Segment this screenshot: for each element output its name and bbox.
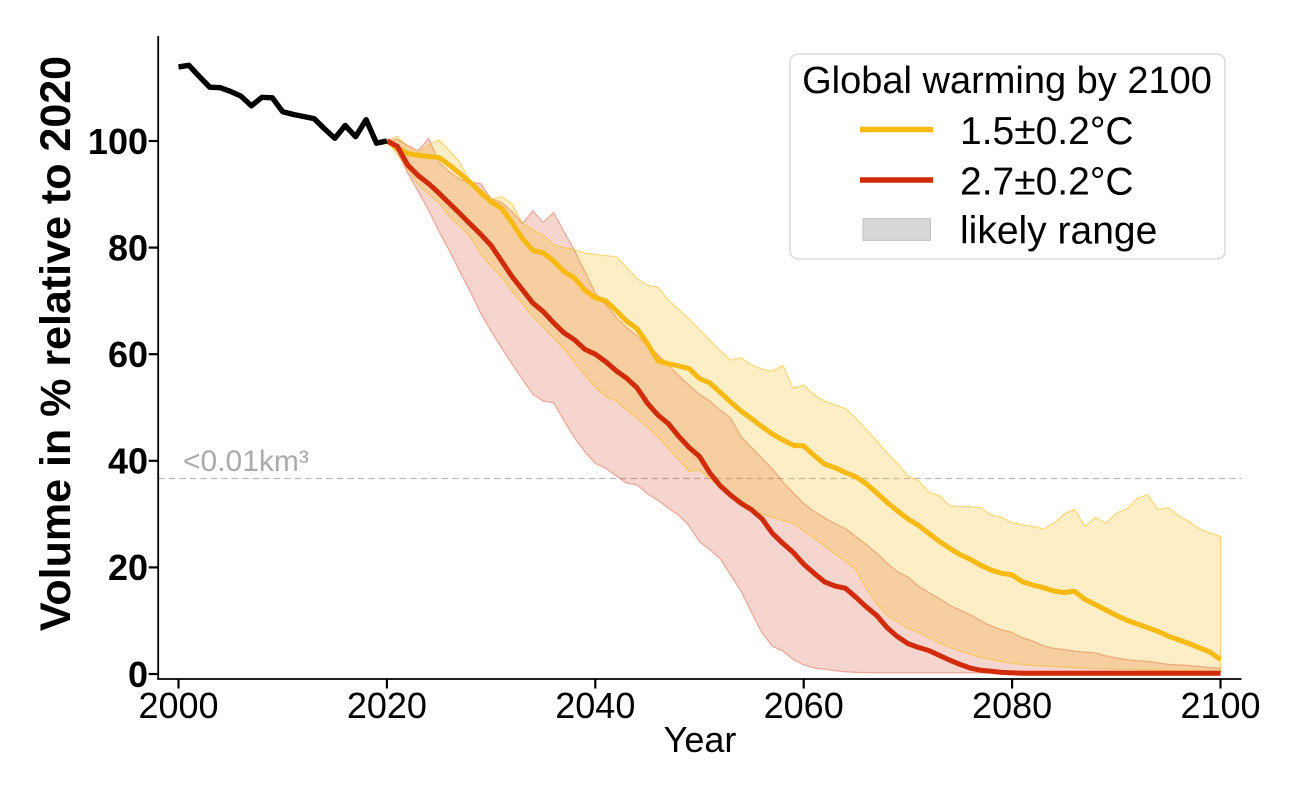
- svg-text:likely range: likely range: [960, 210, 1157, 253]
- svg-text:100: 100: [88, 121, 148, 162]
- svg-text:40: 40: [108, 441, 148, 482]
- svg-text:2.7±0.2°C: 2.7±0.2°C: [960, 161, 1134, 204]
- svg-text:60: 60: [108, 334, 148, 375]
- svg-text:2100: 2100: [1180, 685, 1260, 726]
- svg-text:Year: Year: [664, 719, 737, 760]
- svg-text:1.5±0.2°C: 1.5±0.2°C: [960, 110, 1134, 153]
- svg-text:80: 80: [108, 227, 148, 268]
- svg-text:Global warming by 2100: Global warming by 2100: [802, 60, 1212, 102]
- svg-text:2060: 2060: [764, 685, 844, 726]
- svg-text:2080: 2080: [972, 685, 1052, 726]
- svg-text:2020: 2020: [347, 685, 427, 726]
- svg-text:Volume in % relative to 2020: Volume in % relative to 2020: [32, 56, 80, 631]
- svg-text:2040: 2040: [555, 685, 635, 726]
- svg-text:<0.01km³: <0.01km³: [183, 445, 309, 478]
- svg-text:20: 20: [108, 547, 148, 588]
- svg-text:0: 0: [128, 654, 148, 695]
- svg-text:2000: 2000: [138, 685, 218, 726]
